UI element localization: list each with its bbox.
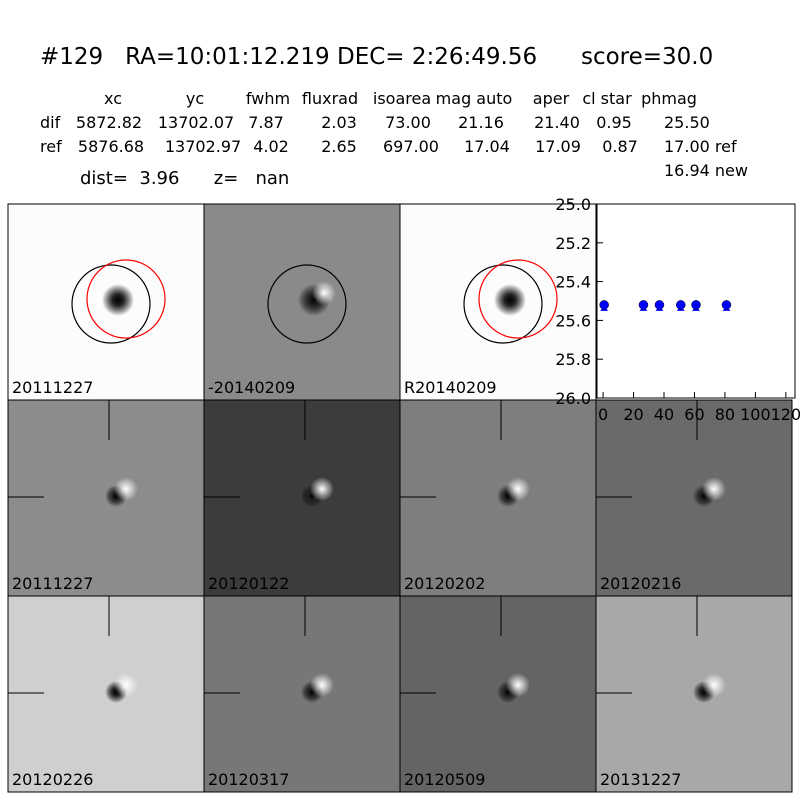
stamp-label: 20111227 bbox=[12, 574, 93, 593]
table-cell: 2.03 bbox=[321, 113, 357, 132]
stamp: 20111227 bbox=[7, 203, 205, 401]
source-bright bbox=[310, 477, 334, 501]
stamp: 20120509 bbox=[399, 595, 597, 793]
stamp-label: 20131227 bbox=[600, 770, 681, 789]
x-tick-label: 100 bbox=[740, 405, 771, 424]
title: #129 RA=10:01:12.219 DEC= 2:26:49.56 sco… bbox=[40, 44, 713, 70]
x-tick-label: 120 bbox=[771, 405, 800, 424]
source-dark bbox=[494, 284, 526, 316]
stamp: 20131227 bbox=[595, 595, 793, 793]
stamp-label: 20120122 bbox=[208, 574, 289, 593]
column-header: aper bbox=[533, 89, 570, 108]
table-cell: 697.00 bbox=[383, 137, 439, 156]
source-bright bbox=[506, 673, 530, 697]
stamp-label: 20120202 bbox=[404, 574, 485, 593]
point bbox=[599, 300, 609, 310]
point bbox=[721, 300, 732, 310]
column-header: isoarea bbox=[373, 89, 431, 108]
aperture-ref bbox=[86, 259, 166, 339]
table-cell: 0.95 bbox=[596, 113, 632, 132]
stamp: 20120202 bbox=[399, 399, 597, 597]
x-tick-label: 80 bbox=[715, 405, 735, 424]
stamp-label: 20111227 bbox=[12, 378, 93, 397]
table-cell: 21.16 bbox=[458, 113, 504, 132]
source-bright bbox=[312, 281, 336, 305]
y-tick-label: 25.2 bbox=[555, 234, 591, 253]
info: dist= 3.96 z= nan bbox=[80, 168, 289, 189]
stamp: 20120122 bbox=[203, 399, 401, 597]
point bbox=[691, 300, 701, 310]
column-header: yc bbox=[186, 89, 204, 108]
stamp: -20140209 bbox=[203, 203, 401, 401]
stamp-label: 20120509 bbox=[404, 770, 485, 789]
x-tick-label: 0 bbox=[598, 405, 608, 424]
y-tick-label: 25.0 bbox=[555, 195, 591, 214]
table-cell: 0.87 bbox=[602, 137, 638, 156]
stamp: 20120226 bbox=[7, 595, 205, 793]
column-header: fluxrad bbox=[302, 89, 358, 108]
aperture bbox=[71, 264, 151, 344]
point bbox=[638, 300, 649, 310]
table-cell: 13702.07 bbox=[158, 113, 234, 132]
stamp-label: -20140209 bbox=[208, 378, 295, 397]
aperture bbox=[463, 264, 543, 344]
table-cell: 7.87 bbox=[248, 113, 284, 132]
stamp: 20111227 bbox=[7, 399, 205, 597]
source-bright bbox=[310, 673, 334, 697]
column-header: xc bbox=[104, 89, 122, 108]
y-tick-label: 25.4 bbox=[555, 273, 591, 292]
source-bright bbox=[702, 477, 726, 501]
column-header: fwhm bbox=[246, 89, 290, 108]
stamp-label: 20120226 bbox=[12, 770, 93, 789]
table-cell: 2.65 bbox=[321, 137, 357, 156]
table-cell: 4.02 bbox=[253, 137, 289, 156]
stamp: 20120317 bbox=[203, 595, 401, 793]
table-cell: 25.50 bbox=[664, 113, 710, 132]
table-cell: 21.40 bbox=[534, 113, 580, 132]
column-header: mag auto bbox=[436, 89, 513, 108]
y-tick-label: 25.6 bbox=[555, 311, 591, 330]
table-cell: 17.09 bbox=[535, 137, 581, 156]
stamp-label: R20140209 bbox=[404, 378, 497, 397]
y-tick-label: 26.0 bbox=[555, 389, 591, 408]
row-label: ref bbox=[40, 137, 62, 156]
x-tick-label: 20 bbox=[623, 405, 643, 424]
stamp-label: 20120317 bbox=[208, 770, 289, 789]
table-cell: 13702.97 bbox=[165, 137, 241, 156]
aperture bbox=[267, 264, 347, 344]
extra: 16.94 new bbox=[664, 161, 748, 180]
row-label: dif bbox=[40, 113, 61, 132]
table-cell: 5876.68 bbox=[78, 137, 144, 156]
x-tick-label: 40 bbox=[654, 405, 674, 424]
stamp-label: 20120216 bbox=[600, 574, 681, 593]
table-cell: 73.00 bbox=[385, 113, 431, 132]
table-cell: 17.04 bbox=[464, 137, 510, 156]
table-cell: 17.00 ref bbox=[664, 137, 737, 156]
x-tick-label: 60 bbox=[684, 405, 704, 424]
source-bright bbox=[506, 477, 530, 501]
source-dark bbox=[102, 284, 134, 316]
column-header: cl star bbox=[582, 89, 632, 108]
y-tick-label: 25.8 bbox=[555, 350, 591, 369]
stamp: 20120216 bbox=[595, 399, 793, 597]
column-header: phmag bbox=[641, 89, 697, 108]
source-bright bbox=[114, 673, 138, 697]
table-cell: 5872.82 bbox=[76, 113, 142, 132]
point bbox=[654, 300, 665, 310]
source-bright bbox=[114, 477, 138, 501]
aperture-ref bbox=[478, 259, 558, 339]
source-bright bbox=[702, 673, 726, 697]
point bbox=[676, 300, 686, 310]
stamp: R20140209 bbox=[399, 203, 597, 401]
